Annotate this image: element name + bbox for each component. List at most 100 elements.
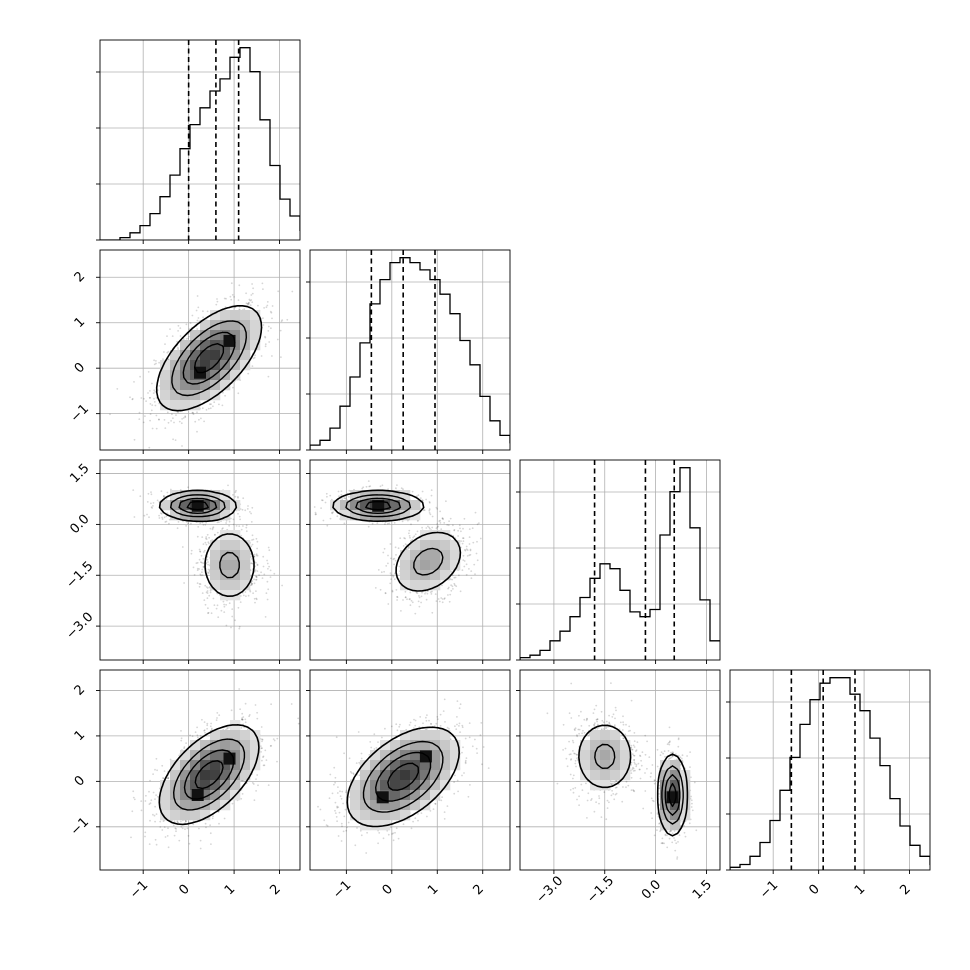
scatter-point xyxy=(453,576,456,579)
scatter-point xyxy=(238,308,241,311)
scatter-point xyxy=(421,490,424,493)
scatter-point xyxy=(254,570,256,573)
scatter-point xyxy=(206,587,209,589)
scatter-point xyxy=(187,522,189,525)
scatter-point xyxy=(238,515,241,518)
scatter-point xyxy=(242,594,245,597)
scatter-point xyxy=(263,307,265,309)
scatter-point xyxy=(204,584,207,587)
scatter-point xyxy=(450,571,453,574)
density-cell xyxy=(380,500,391,511)
scatter-point xyxy=(151,404,154,406)
scatter-point xyxy=(176,340,178,343)
scatter-point xyxy=(201,571,203,574)
scatter-point xyxy=(402,488,404,491)
scatter-point xyxy=(210,612,213,615)
scatter-point xyxy=(200,417,202,420)
scatter-point xyxy=(368,485,371,488)
scatter-point xyxy=(201,574,204,576)
scatter-point xyxy=(231,294,234,296)
scatter-point xyxy=(421,591,423,594)
scatter-point xyxy=(227,484,229,487)
scatter-point xyxy=(385,565,388,567)
scatter-point xyxy=(251,292,254,295)
density-cell xyxy=(380,510,391,521)
scatter-point xyxy=(194,731,197,734)
scatter-point xyxy=(153,359,155,362)
scatter-point xyxy=(176,527,179,530)
scatter-point xyxy=(208,586,211,589)
scatter-point xyxy=(199,573,202,576)
scatter-point xyxy=(231,802,234,805)
density-cell xyxy=(160,390,171,401)
scatter-point xyxy=(155,757,158,760)
density-cell xyxy=(430,530,441,541)
scatter-point xyxy=(243,308,246,311)
scatter-point xyxy=(246,508,249,510)
scatter-point xyxy=(133,438,136,441)
scatter-point xyxy=(387,603,390,605)
density-shading xyxy=(160,310,261,411)
panel-frame xyxy=(99,39,301,241)
scatter-point xyxy=(175,414,177,416)
scatter-point xyxy=(164,521,167,523)
density-cell xyxy=(250,340,261,351)
scatter-point xyxy=(251,365,254,367)
scatter-point xyxy=(392,558,395,561)
density-peak xyxy=(372,499,385,512)
density-cell xyxy=(160,500,171,511)
scatter-point xyxy=(461,569,464,572)
scatter-point xyxy=(269,576,272,578)
scatter-point xyxy=(198,827,200,830)
scatter-point xyxy=(404,537,406,540)
scatter-point xyxy=(221,404,224,407)
scatter-point xyxy=(241,718,244,721)
scatter-point xyxy=(460,540,462,542)
scatter-point xyxy=(144,831,147,834)
scatter-point xyxy=(408,535,411,537)
scatter-point xyxy=(265,306,268,309)
scatter-point xyxy=(458,524,461,527)
scatter-point xyxy=(207,611,210,614)
scatter-point xyxy=(147,492,150,495)
density-cell xyxy=(200,330,211,341)
scatter-point xyxy=(143,397,145,400)
scatter-point xyxy=(266,304,269,307)
scatter-point xyxy=(443,597,446,600)
scatter-point xyxy=(233,296,236,298)
scatter-point xyxy=(217,616,220,619)
scatter-point xyxy=(404,590,407,593)
scatter-point xyxy=(210,728,213,731)
scatter-point xyxy=(148,446,151,449)
scatter-point xyxy=(132,796,135,799)
scatter-point xyxy=(270,311,273,314)
scatter-point xyxy=(250,512,253,515)
scatter-point xyxy=(367,480,370,482)
density-cell xyxy=(170,390,181,401)
scatter-point xyxy=(251,583,253,585)
density-contour xyxy=(155,305,263,412)
scatter-point xyxy=(214,534,216,536)
scatter-point xyxy=(154,805,156,808)
scatter-point xyxy=(406,598,408,601)
scatter-point xyxy=(146,513,148,516)
scatter-point xyxy=(344,497,346,500)
scatter-point xyxy=(202,566,205,568)
scatter-point xyxy=(252,592,255,595)
scatter-point xyxy=(256,564,259,567)
scatter-point xyxy=(437,525,440,528)
scatter-point xyxy=(418,595,420,597)
scatter-point xyxy=(251,283,254,285)
density-cell xyxy=(430,550,441,561)
scatter-point xyxy=(396,484,398,486)
scatter-point xyxy=(325,492,328,495)
scatter-point xyxy=(255,597,258,600)
scatter-point xyxy=(246,302,249,305)
scatter-point xyxy=(244,591,247,593)
scatter-point xyxy=(391,589,394,592)
scatter-point xyxy=(152,502,155,504)
density-cell xyxy=(430,570,441,581)
scatter-point xyxy=(209,824,211,827)
scatter-point xyxy=(474,573,476,575)
scatter-point xyxy=(240,534,243,537)
